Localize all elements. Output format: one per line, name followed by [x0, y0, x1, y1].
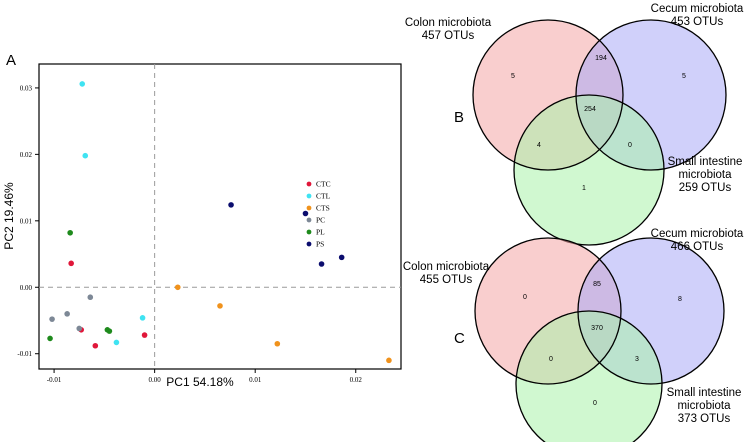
point-pl [67, 229, 73, 236]
legend-label-pc: PC [316, 216, 325, 225]
point-pl [106, 328, 113, 334]
venn-circle-fill [516, 311, 662, 442]
point-ctl [113, 339, 120, 346]
venn-count-cecum-small: 0 [628, 142, 632, 149]
x-axis-label: PC1 54.18% [166, 375, 234, 389]
x-tick-label: -0.01 [47, 376, 62, 384]
legend-marker-cts [306, 205, 312, 211]
y-tick-label: 0.02 [20, 151, 33, 159]
y-tick-label: 0.00 [20, 284, 33, 292]
point-pc [76, 325, 83, 332]
point-ctc [141, 332, 148, 338]
point-ps [338, 254, 345, 261]
x-tick-label: 0.01 [249, 376, 262, 384]
point-cts [274, 340, 281, 347]
point-pc [49, 316, 55, 322]
point-pc [64, 311, 70, 317]
legend-label-ps: PS [316, 240, 324, 249]
venn-circle-outline [472, 19, 624, 171]
point-ctc [92, 342, 99, 349]
venn-circle-outline [474, 237, 622, 385]
venn-circle-outline [577, 237, 725, 385]
legend-label-pl: PL [316, 228, 325, 237]
venn-count-all: 370 [591, 325, 603, 332]
venn-diagram-b: 5 5 1 194 4 0 254 Colon microbiota 457 OTUs Cecum… [405, 3, 744, 246]
point-cts [386, 357, 392, 364]
legend-marker-ctl [306, 193, 312, 199]
venn-set-label: Cecum microbiota 453 OTUs [651, 3, 744, 28]
point-ctl [79, 81, 86, 87]
legend-label-cts: CTS [316, 204, 330, 213]
legend-marker-pc [306, 217, 312, 223]
y-axis-label: PC2 19.46% [2, 182, 16, 250]
panel-label-c: C [454, 330, 465, 347]
legend-label-ctl: CTL [316, 192, 331, 201]
point-ctl [139, 315, 146, 321]
venn-set-label: Cecum microbiota 466 OTUs [651, 228, 744, 253]
y-tick-label: 0.03 [20, 84, 33, 92]
point-cts [217, 303, 223, 309]
x-tick-label: 0.02 [350, 376, 363, 384]
venn-circle-outline [515, 310, 663, 442]
venn-diagram-c: 0 8 0 85 0 3 370 Colon microbiota 455 OTUs Cecum … [403, 228, 744, 442]
point-ctl [82, 152, 89, 159]
venn-count-colon-small: 0 [549, 356, 553, 363]
point-ps [228, 202, 234, 208]
venn-count-only-small: 1 [582, 185, 586, 192]
venn-circle-fill [514, 95, 664, 245]
x-tick-label: 0.00 [149, 376, 162, 384]
legend-marker-ctc [306, 181, 312, 187]
pca-scatter-chart: A -0.01 0.00 0.01 0.02 0.03 0.02 0.01 0.00 -0.01… [2, 52, 402, 389]
venn-count-only-cecum: 5 [682, 73, 686, 80]
venn-count-colon-cecum: 85 [593, 281, 601, 288]
venn-count-only-colon: 0 [523, 294, 527, 301]
y-tick-label: -0.01 [17, 350, 32, 358]
point-ctc [68, 260, 74, 267]
venn-set-label: Colon microbiota 455 OTUs [403, 261, 490, 286]
venn-count-colon-small: 4 [537, 142, 541, 149]
panel-label-b: B [454, 109, 464, 126]
y-tick-label: 0.01 [20, 217, 33, 225]
point-pl [47, 335, 53, 342]
point-ps [302, 210, 309, 217]
point-pc [87, 294, 94, 301]
point-ps [318, 261, 325, 267]
plot-frame [38, 63, 402, 370]
legend-marker-ps [306, 241, 312, 247]
venn-count-colon-cecum: 194 [595, 55, 607, 62]
venn-count-only-cecum: 8 [678, 296, 682, 303]
legend-marker-pl [306, 229, 312, 235]
venn-set-label: Small intestine microbiota 259 OTUs [668, 156, 743, 194]
point-cts [174, 284, 181, 291]
venn-circle-outline [513, 94, 665, 246]
venn-count-all: 254 [584, 106, 596, 113]
panel-label-a: A [6, 52, 16, 69]
venn-count-only-colon: 5 [511, 73, 515, 80]
venn-set-label: Colon microbiota 457 OTUs [405, 17, 492, 42]
venn-set-label: Small intestine microbiota 373 OTUs [667, 387, 742, 425]
legend: CTC CTL CTS PC PL PS [306, 180, 331, 249]
legend-label-ctc: CTC [316, 180, 331, 189]
venn-circle-outline [575, 19, 727, 171]
venn-count-only-small: 0 [593, 400, 597, 407]
venn-count-cecum-small: 3 [635, 356, 639, 363]
